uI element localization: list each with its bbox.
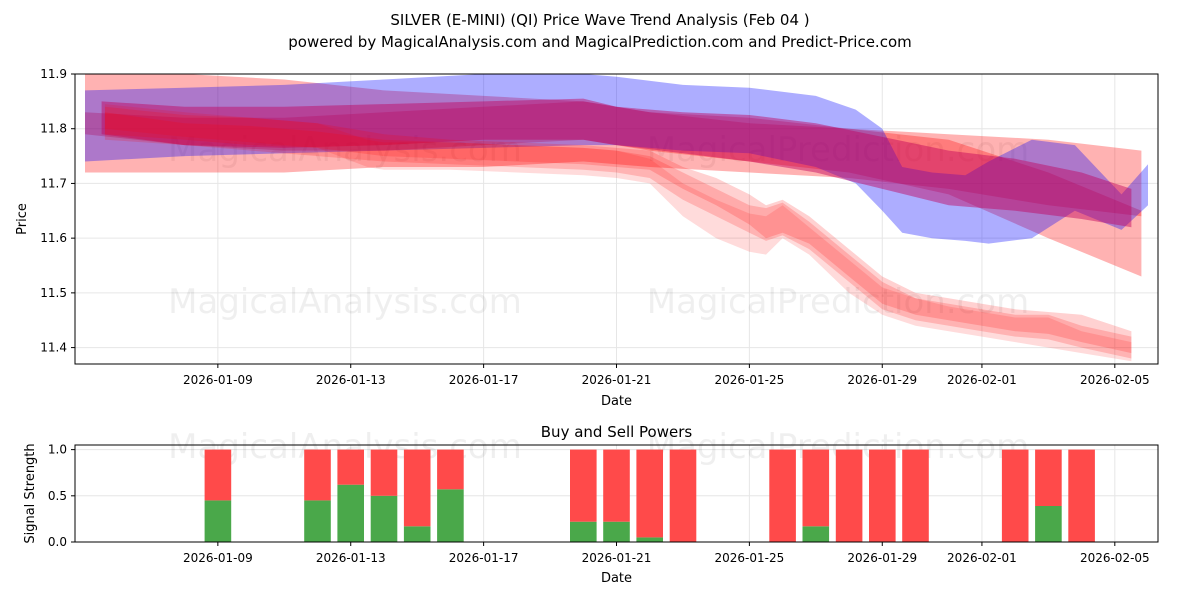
x-tick-label: 2026-01-29	[847, 551, 917, 565]
y-tick-label: 11.4	[40, 341, 67, 355]
x-tick-label: 2026-02-01	[947, 551, 1017, 565]
y-tick-label: 11.6	[40, 231, 67, 245]
y-tick-label: 0.5	[48, 489, 67, 503]
x-tick-label: 2026-01-13	[316, 551, 386, 565]
y-tick-label: 11.8	[40, 122, 67, 136]
wave-band-forecast-red-wave-3	[104, 104, 1132, 362]
sell-bar	[403, 449, 431, 527]
y-axis-title: Price	[15, 203, 30, 235]
buy-bar	[403, 526, 431, 542]
x-tick-label: 2026-01-25	[715, 551, 785, 565]
buy-bar	[437, 489, 464, 542]
x-tick-label: 2026-01-09	[183, 551, 253, 565]
y-tick-label: 11.7	[40, 176, 67, 190]
buy-bar	[570, 521, 597, 542]
y-tick-label: 11.5	[40, 286, 67, 300]
sell-bar	[669, 449, 697, 542]
buy-bar	[337, 484, 364, 542]
sell-bar	[1035, 449, 1062, 506]
chart-title: SILVER (E-MINI) (QI) Price Wave Trend An…	[390, 11, 809, 29]
y-tick-label: 1.0	[48, 443, 67, 457]
watermark-left: MagicalAnalysis.com	[168, 282, 522, 322]
wave-band-blue-wave	[85, 74, 1148, 244]
wave-band-forecast-red-wave-2	[104, 112, 1132, 359]
sell-bar	[304, 449, 331, 501]
x-axis-title: Date	[601, 394, 632, 409]
wave-band-crimson-core-wave	[101, 98, 1132, 228]
x-tick-label: 2026-01-25	[715, 373, 785, 387]
sell-bar	[437, 449, 464, 490]
x-axis-title: Date	[601, 571, 632, 586]
x-tick-label: 2026-01-17	[449, 551, 519, 565]
sell-bar	[769, 449, 796, 542]
sell-bar	[802, 449, 830, 527]
y-axis-title: Signal Strength	[23, 443, 38, 543]
buy-bar	[304, 500, 331, 542]
sell-bar	[1001, 449, 1029, 542]
buy-bar	[370, 495, 398, 542]
chart-subtitle: powered by MagicalAnalysis.com and Magic…	[288, 33, 912, 51]
buy-bar	[603, 521, 630, 542]
sell-bar	[370, 449, 398, 496]
wave-band-forecast-red-wave-1	[104, 106, 1132, 354]
wave-band-lower-red-wave	[85, 101, 1142, 277]
wave-band-upper-red-wave	[85, 74, 1142, 217]
sell-bar	[1068, 449, 1095, 542]
sell-bar	[337, 449, 364, 485]
x-tick-label: 2026-02-01	[947, 373, 1017, 387]
x-tick-label: 2026-02-05	[1080, 551, 1150, 565]
x-tick-label: 2026-01-13	[316, 373, 386, 387]
wave-bands	[85, 74, 1148, 362]
x-tick-label: 2026-02-05	[1080, 373, 1150, 387]
price-wave-chart: MagicalAnalysis.com MagicalPrediction.com…	[15, 67, 1159, 409]
watermark-right: MagicalPrediction.com	[647, 282, 1030, 322]
y-tick-label: 11.9	[40, 67, 67, 81]
sell-bar	[204, 449, 232, 501]
x-tick-label: 2026-01-09	[183, 373, 253, 387]
x-tick-label: 2026-01-21	[582, 373, 652, 387]
y-tick-label: 0.0	[48, 535, 67, 549]
sell-bar	[869, 449, 896, 542]
buy-bar	[802, 526, 830, 542]
x-tick-label: 2026-01-17	[449, 373, 519, 387]
buy-bar	[204, 500, 232, 542]
buy-bar	[636, 537, 663, 542]
sell-bar	[636, 449, 663, 538]
sell-bar	[603, 449, 630, 522]
buy-bar	[1035, 506, 1062, 542]
sell-bar	[570, 449, 597, 522]
x-tick-label: 2026-01-21	[582, 551, 652, 565]
power-chart-title: Buy and Sell Powers	[541, 423, 693, 441]
sell-bar	[835, 449, 863, 542]
watermark-left: MagicalAnalysis.com	[168, 130, 522, 170]
sell-bar	[902, 449, 929, 542]
watermark-right: MagicalPrediction.com	[647, 130, 1030, 170]
x-tick-label: 2026-01-29	[847, 373, 917, 387]
